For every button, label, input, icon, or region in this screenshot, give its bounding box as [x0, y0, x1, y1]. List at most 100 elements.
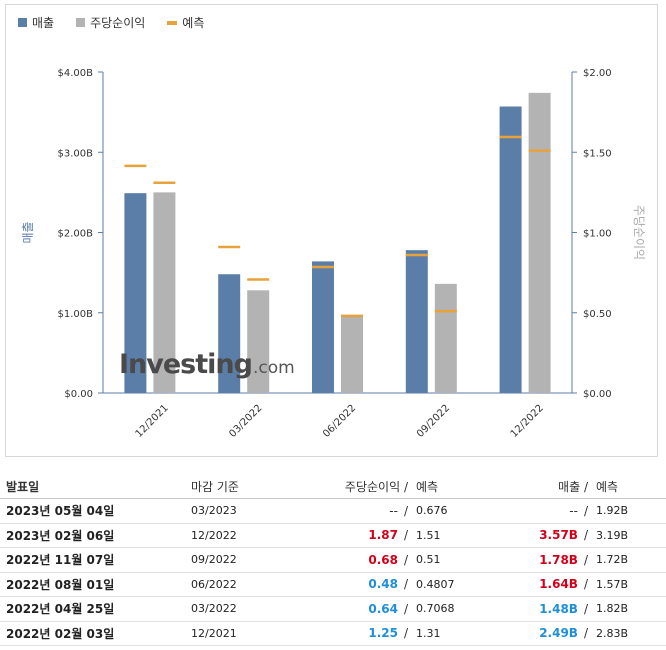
row-eps: 1.25 /: [292, 626, 412, 640]
value-separator: /: [403, 528, 408, 543]
row-period: 09/2022: [191, 553, 237, 567]
legend-item-forecast[interactable]: 예측: [167, 14, 204, 31]
legend-swatch-forecast: [167, 20, 178, 25]
row-eps-forecast: 0.51: [416, 553, 441, 567]
x-tick-label: 06/2022: [321, 403, 358, 440]
table-row: 2022년 02월 03일 12/2021 1.25 / 1.31 2.49B / 2.83B: [0, 622, 666, 646]
row-date: 2022년 02월 03일: [6, 626, 115, 641]
eps-bar: [247, 290, 270, 393]
value-separator: /: [583, 552, 588, 567]
row-revenue-value: 1.78B: [539, 552, 578, 567]
right-axis-title: 주당순이익: [632, 205, 646, 260]
revenue-bar: [218, 274, 241, 393]
row-eps: 0.64 /: [292, 602, 412, 616]
table-row: 2022년 11월 07일 09/2022 0.68 / 0.51 1.78B / 1.72B: [0, 548, 666, 573]
header-eps-forecast: 예측: [416, 480, 439, 494]
legend-item-eps[interactable]: 주당순이익: [76, 14, 145, 31]
header-separator: /: [583, 480, 588, 494]
revenue-bar: [312, 261, 334, 393]
row-period: 12/2021: [191, 626, 237, 640]
row-revenue-value: 1.64B: [539, 577, 578, 592]
row-revenue-value: 3.57B: [539, 528, 578, 543]
row-revenue-forecast: 3.19B: [596, 528, 629, 542]
row-eps-forecast: 0.4807: [416, 577, 455, 591]
row-period: 03/2023: [191, 504, 237, 518]
value-separator: /: [403, 503, 408, 518]
right-tick-label: $1.00: [583, 229, 612, 240]
x-tick-label: 03/2022: [227, 403, 264, 440]
row-period: 12/2022: [191, 528, 237, 542]
row-eps-forecast: 0.676: [416, 504, 448, 518]
value-separator: /: [403, 552, 408, 567]
table-header: 발표일 마감 기준 주당순이익 / 예측 매출 / 예측: [0, 475, 666, 499]
eps-bar: [153, 192, 176, 393]
left-tick-label: $4.00B: [58, 68, 94, 79]
legend-swatch-revenue: [18, 18, 27, 27]
row-revenue-value: --: [569, 503, 578, 518]
row-date: 2022년 08월 01일: [6, 577, 115, 592]
row-revenue: 1.48B /: [492, 602, 592, 616]
header-revenue-forecast: 예측: [596, 480, 619, 494]
eps-bar: [341, 315, 363, 393]
value-separator: /: [403, 626, 408, 641]
header-eps-label: 주당순이익: [344, 480, 401, 494]
row-date: 2023년 02월 06일: [6, 528, 115, 543]
row-revenue: 2.49B /: [492, 626, 592, 640]
right-tick-label: $0.50: [583, 309, 612, 320]
value-separator: /: [403, 601, 408, 616]
row-eps: -- /: [292, 504, 412, 518]
legend-label-revenue: 매출: [32, 16, 55, 30]
revenue-bar: [499, 106, 522, 393]
legend-label-eps: 주당순이익: [90, 16, 146, 30]
legend-item-revenue[interactable]: 매출: [18, 14, 54, 31]
left-axis-title: 매출: [21, 221, 35, 243]
row-revenue-forecast: 1.82B: [596, 602, 629, 616]
row-eps-forecast: 1.51: [416, 528, 441, 542]
earnings-table: 발표일 마감 기준 주당순이익 / 예측 매출 / 예측 2023년 05월 0…: [0, 475, 666, 646]
left-tick-label: $3.00B: [58, 148, 94, 159]
header-date[interactable]: 발표일: [6, 480, 40, 494]
row-eps-value: 0.48: [368, 577, 398, 592]
eps-bar: [434, 283, 457, 393]
table-row: 2022년 04월 25일 03/2022 0.64 / 0.7068 1.48B / 1.8…: [0, 597, 666, 622]
revenue-bar: [405, 250, 428, 393]
chart-legend: 매출 주당순이익 예측: [18, 14, 204, 31]
right-tick-label: $1.50: [583, 148, 612, 159]
row-revenue: 1.78B /: [492, 553, 592, 567]
bar-chart: $0.00 $1.00B $2.00B $3.00B $4.00B $0.00 $0.50 $…: [21, 68, 646, 440]
value-separator: /: [583, 626, 588, 641]
table-row: 2022년 08월 01일 06/2022 0.48 / 0.4807 1.64B / 1.5…: [0, 573, 666, 597]
row-revenue: 3.57B /: [492, 528, 592, 542]
row-revenue-forecast: 2.83B: [596, 626, 629, 640]
table-row: 2023년 02월 06일 12/2022 1.87 / 1.51 3.57B / 3.19B: [0, 524, 666, 548]
row-revenue: 1.64B /: [492, 577, 592, 591]
row-date: 2022년 04월 25일: [6, 602, 115, 617]
left-tick-label: $0.00: [64, 389, 93, 400]
row-eps-value: 1.25: [368, 626, 398, 641]
x-tick-label: 09/2022: [415, 403, 452, 440]
value-separator: /: [583, 601, 588, 616]
left-tick-label: $2.00B: [58, 229, 94, 240]
row-date: 2022년 11월 07일: [6, 553, 115, 568]
row-eps-value: 0.64: [368, 601, 398, 616]
row-revenue: -- /: [492, 504, 592, 518]
row-revenue-forecast: 1.72B: [596, 553, 629, 567]
value-separator: /: [583, 528, 588, 543]
header-revenue[interactable]: 매출 /: [492, 478, 592, 495]
row-revenue-value: 1.48B: [539, 601, 578, 616]
earnings-chart-panel: 매출 주당순이익 예측 $0.00 $1.00B $2.00B $3.00B $4.00…: [5, 4, 658, 457]
eps-bar: [528, 92, 551, 394]
row-eps: 0.48 /: [292, 577, 412, 591]
right-tick-label: $0.00: [583, 389, 612, 400]
value-separator: /: [583, 577, 588, 592]
header-eps[interactable]: 주당순이익 /: [292, 478, 412, 495]
row-eps: 1.87 /: [292, 528, 412, 542]
row-revenue-forecast: 1.57B: [596, 577, 629, 591]
table-row: 2023년 05월 04일 03/2023 -- / 0.676 -- / 1.92B: [0, 499, 666, 524]
right-tick-label: $2.00: [583, 68, 612, 79]
row-revenue-value: 2.49B: [539, 626, 578, 641]
row-eps: 0.68 /: [292, 553, 412, 567]
table-body: 2023년 05월 04일 03/2023 --/0.676 --/1.92B 2023…: [0, 499, 666, 646]
header-period[interactable]: 마감 기준: [191, 480, 239, 494]
value-separator: /: [583, 503, 588, 518]
